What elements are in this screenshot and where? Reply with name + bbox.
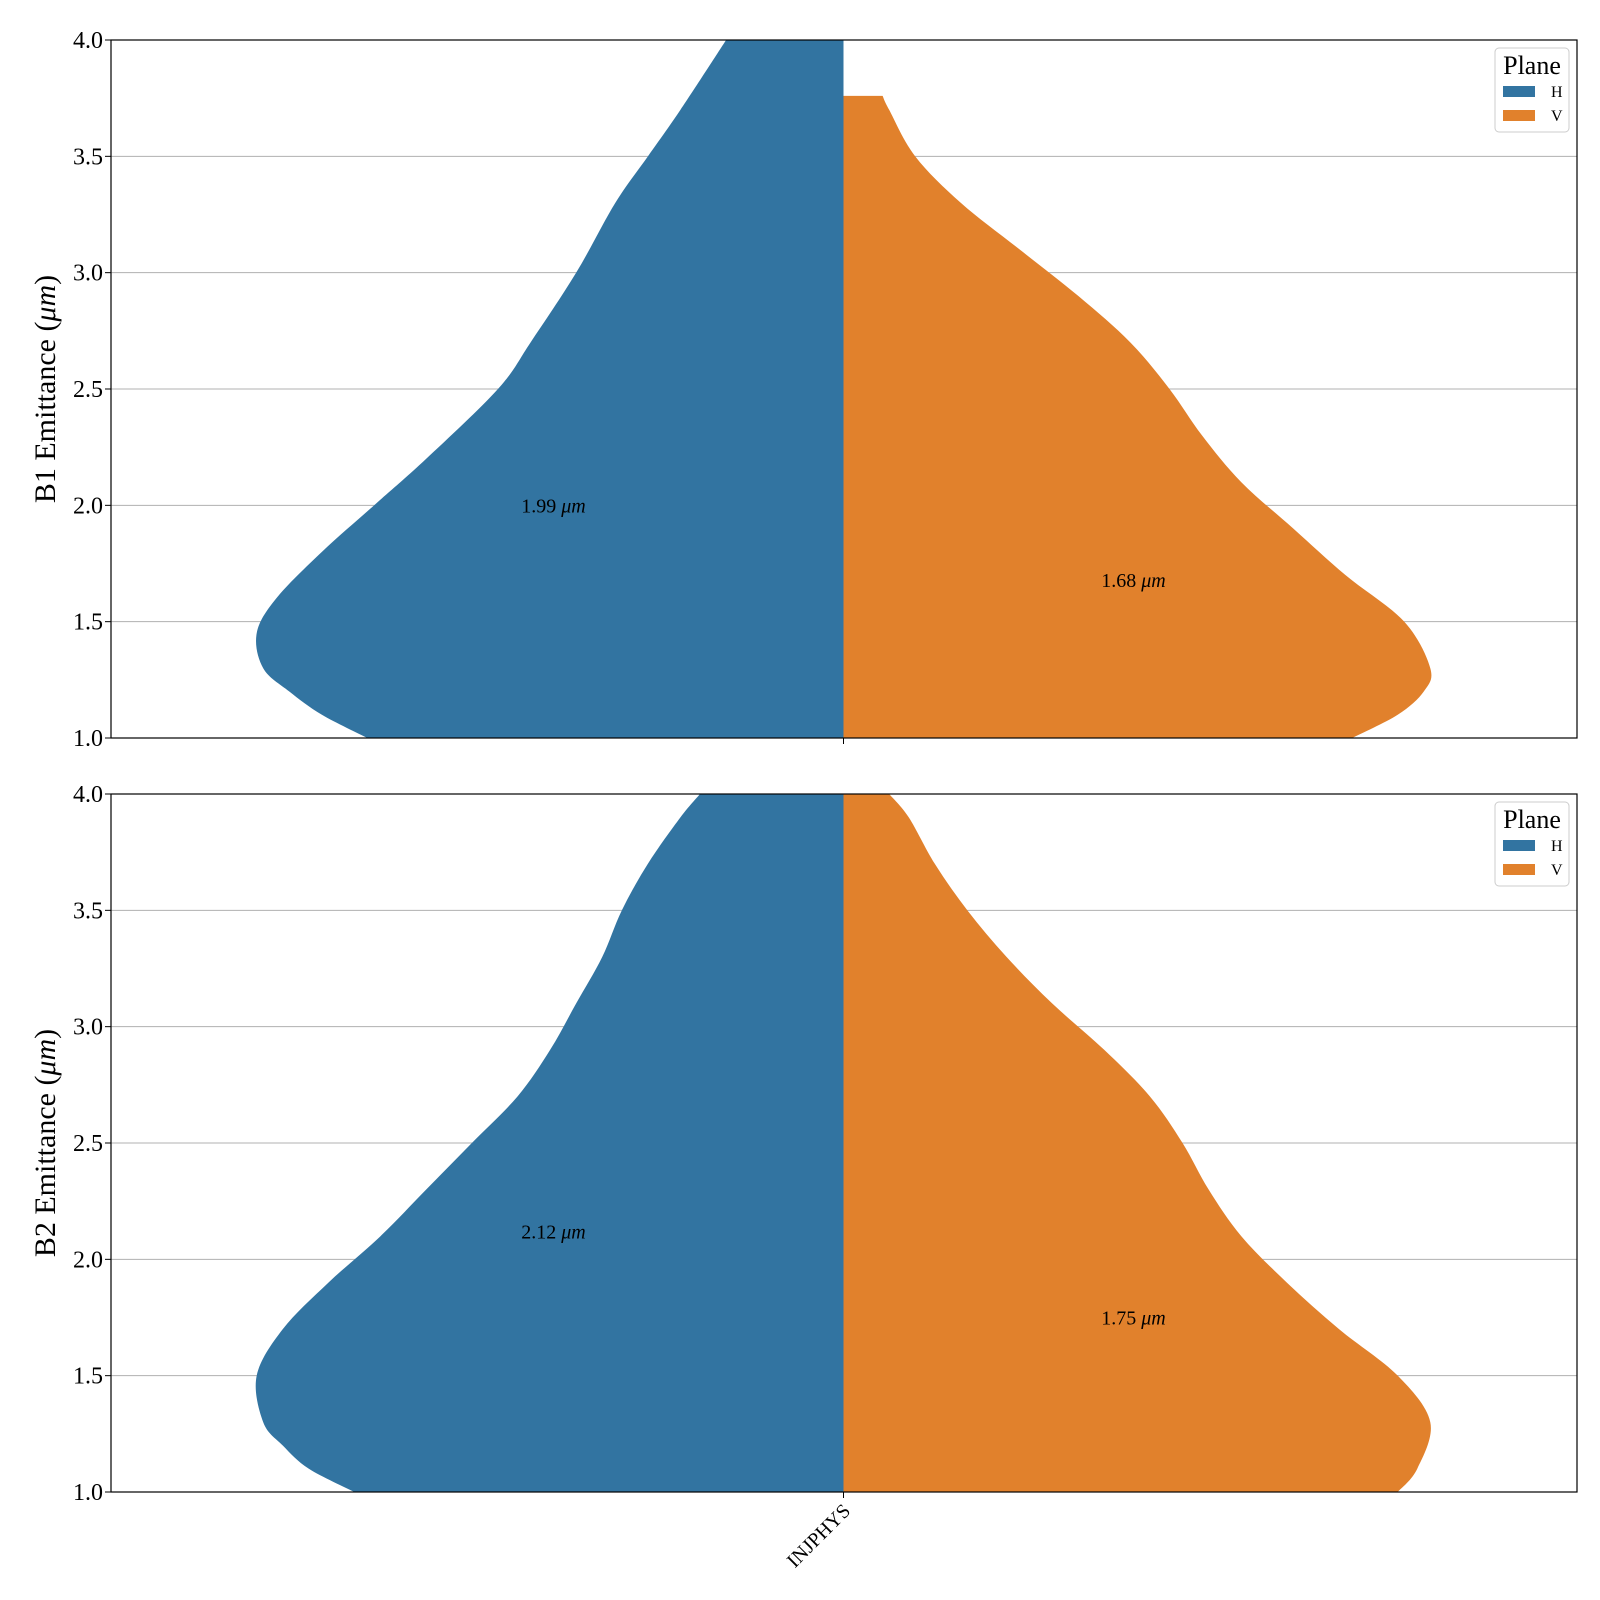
legend-swatch-v <box>1503 110 1535 121</box>
violin-half-v <box>843 794 1431 1492</box>
y-tick-label: 1.0 <box>73 1480 103 1506</box>
y-tick-label: 2.5 <box>73 377 103 403</box>
legend-label-v: V <box>1551 862 1563 879</box>
y-tick-label: 1.5 <box>73 1364 103 1390</box>
legend-swatch-v <box>1503 864 1535 875</box>
legend: Plane HV <box>1494 801 1570 887</box>
violin-half-h <box>256 40 844 738</box>
median-annotation-v: 1.75 μm <box>1101 1308 1165 1330</box>
legend-swatch-h <box>1503 86 1535 97</box>
y-tick-label: 3.0 <box>73 1015 103 1041</box>
legend-title: Plane <box>1503 51 1561 80</box>
panel-1: 1.0 1.5 2.0 2.5 3.0 3.5 4.0 1.99 μm 1.68 μm B1 Em… <box>29 28 1578 752</box>
median-annotation-h: 1.99 μm <box>521 495 585 517</box>
legend-swatch-h <box>1503 840 1535 851</box>
y-tick-label: 3.5 <box>73 898 103 924</box>
legend-label-h: H <box>1551 84 1563 101</box>
violin-half-h <box>255 794 844 1492</box>
legend-label-v: V <box>1551 108 1563 125</box>
legend-label-h: H <box>1551 838 1563 855</box>
y-tick-label: 2.0 <box>73 493 103 519</box>
median-annotation-h: 2.12 μm <box>521 1221 585 1243</box>
x-tick-label: INJPHYS <box>783 1500 855 1572</box>
y-tick-label: 1.5 <box>73 610 103 636</box>
y-tick-label: 4.0 <box>73 782 103 808</box>
y-tick-label: 1.0 <box>73 726 103 752</box>
panel-2: 1.0 1.5 2.0 2.5 3.0 3.5 4.0 2.12 μm 1.75 μm INJPH… <box>29 782 1578 1572</box>
y-tick-label: 2.5 <box>73 1131 103 1157</box>
violin-half-v <box>843 95 1432 738</box>
y-tick-label: 2.0 <box>73 1247 103 1273</box>
y-axis-title: B2 Emittance (μm) <box>29 1029 62 1257</box>
y-tick-label: 4.0 <box>73 28 103 54</box>
legend: Plane HV <box>1494 47 1570 133</box>
legend-title: Plane <box>1503 805 1561 834</box>
y-tick-label: 3.0 <box>73 261 103 287</box>
median-annotation-v: 1.68 μm <box>1101 570 1165 592</box>
y-axis-title: B1 Emittance (μm) <box>29 275 62 503</box>
y-tick-label: 3.5 <box>73 144 103 170</box>
